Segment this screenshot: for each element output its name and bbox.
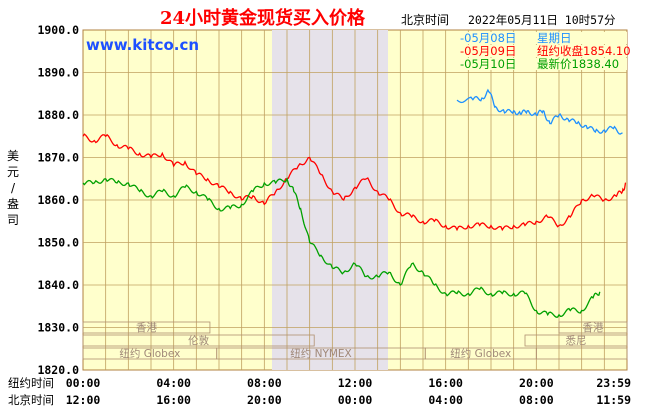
y-label-char: 司	[7, 213, 19, 227]
y-axis-label: 美元 / 盎司	[7, 149, 19, 227]
series-line-2	[82, 177, 601, 318]
ny-time-tick: 16:00	[428, 376, 463, 390]
market-london-label: 伦敦	[188, 334, 209, 347]
ny-time-tick: 08:00	[247, 376, 282, 390]
bj-time-row-label: 北京时间	[8, 393, 54, 407]
y-label-char: /	[11, 181, 16, 195]
market-globex-1-label: 纽约 Globex	[119, 347, 180, 360]
bj-time-tick: 16:00	[156, 393, 191, 407]
legend-desc: 纽约收盘1854.10	[537, 44, 631, 58]
market-hongkong-label: 香港	[136, 322, 157, 334]
chart-title: 24小时黄金现货买入价格	[160, 7, 366, 29]
y-tick-label: 1870.0	[37, 151, 79, 165]
legend-desc: 最新价1838.40	[537, 57, 619, 71]
ny-time-row-label: 纽约时间	[8, 376, 54, 390]
y-label-char: 盎	[7, 197, 19, 211]
beijing-time-label: 北京时间	[401, 13, 449, 27]
y-tick-label: 1850.0	[37, 236, 79, 250]
bj-time-tick: 04:00	[428, 393, 463, 407]
y-tick-label: 1830.0	[37, 321, 79, 335]
market-globex-2-label: 纽约 Globex	[450, 347, 511, 360]
y-tick-label: 1820.0	[37, 363, 79, 377]
y-tick-label: 1890.0	[37, 66, 79, 80]
series-line-1	[82, 133, 627, 232]
market-nymex-label: 纽约 NYMEX	[290, 347, 352, 360]
ny-time-tick: 04:00	[156, 376, 191, 390]
legend-date: -05月10日	[460, 57, 516, 71]
y-tick-label: 1900.0	[37, 23, 79, 37]
market-globex-3-bar	[535, 347, 628, 360]
legend: -05月08日 星期日 -05月09日 纽约收盘1854.10 -05月10日 最新价18…	[459, 31, 631, 71]
legend-date: -05月09日	[460, 44, 516, 58]
y-axis: 1820.0 1830.0 1840.0 1850.0 1860.0 1870.0 1880…	[37, 23, 79, 377]
legend-bg	[459, 45, 627, 57]
bj-time-tick: 12:00	[66, 393, 101, 407]
bj-time-tick: 20:00	[247, 393, 282, 407]
ny-time-tick: 00:00	[66, 376, 101, 390]
market-hongkong-bar	[82, 321, 211, 334]
ny-time-tick: 20:00	[519, 376, 554, 390]
watermark: www.kitco.cn	[86, 36, 199, 54]
market-london-bar	[82, 334, 315, 347]
series-line-0	[456, 88, 623, 135]
legend-desc: 星期日	[537, 31, 572, 45]
ny-time-tick: 12:00	[338, 376, 373, 390]
market-sydney-label: 悉尼	[566, 335, 587, 347]
current-datetime: 2022年05月11日 10时57分	[468, 13, 616, 27]
series-lines	[82, 88, 627, 318]
bj-time-tick: 00:00	[338, 393, 373, 407]
legend-bg	[459, 32, 627, 44]
y-tick-label: 1880.0	[37, 108, 79, 122]
market-hongkong-2-bar	[558, 321, 628, 334]
y-tick-label: 1860.0	[37, 193, 79, 207]
y-tick-label: 1840.0	[37, 278, 79, 292]
y-label-char: 元	[7, 165, 19, 179]
market-hongkong-2-label: 香港	[583, 322, 604, 334]
legend-date: -05月08日	[460, 31, 516, 45]
legend-bg	[459, 58, 627, 70]
bj-time-tick: 11:59	[596, 393, 631, 407]
x-axis: 纽约时间 北京时间 00:00 04:00 08:00 12:00 16:00 20:00…	[8, 376, 631, 407]
market-sydney-bar	[524, 334, 628, 347]
bj-time-tick: 08:00	[519, 393, 554, 407]
y-label-char: 美	[7, 149, 19, 163]
ny-time-tick: 23:59	[596, 376, 631, 390]
